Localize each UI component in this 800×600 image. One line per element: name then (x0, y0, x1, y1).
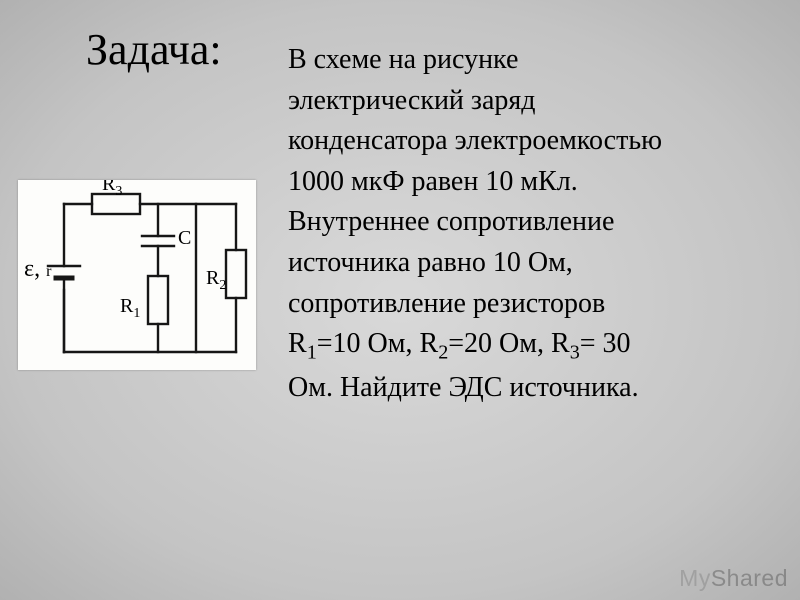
r2-label: R (420, 328, 439, 359)
svg-text:R1: R1 (120, 295, 140, 321)
problem-line: сопротивление резисторов (288, 288, 605, 319)
c-symbol: C (178, 227, 191, 249)
problem-line: Ом. Найдите ЭДС источника. (288, 372, 639, 403)
watermark: MyShared (679, 565, 788, 592)
r3-sub: 3 (570, 342, 580, 364)
problem-line: В схеме на рисунке (288, 44, 518, 75)
r1-symbol-sub: 1 (133, 306, 140, 321)
r1-val: =10 Ом, (317, 328, 420, 359)
r3-label: R (551, 328, 570, 359)
watermark-shared: Shared (711, 565, 788, 591)
r3-symbol-sub: 3 (115, 184, 122, 199)
page-title: Задача: (86, 24, 222, 75)
r2-sub: 2 (438, 342, 448, 364)
internal-r-symbol: r (46, 263, 52, 280)
svg-text:R2: R2 (206, 267, 226, 293)
r2-symbol: R (206, 267, 220, 289)
svg-text:R3: R3 (102, 180, 122, 199)
problem-line: 1000 мкФ равен 10 мКл. (288, 166, 578, 197)
r1-symbol: R (120, 295, 134, 317)
emf-symbol: ε, (24, 256, 40, 282)
problem-line: Внутреннее сопротивление (288, 206, 614, 237)
r2-symbol-sub: 2 (219, 278, 226, 293)
problem-text: В схеме на рисунке электрический заряд к… (288, 40, 768, 409)
watermark-my: My (679, 565, 711, 591)
r3-symbol: R (102, 180, 116, 195)
r1-label: R (288, 328, 307, 359)
problem-line: конденсатора электроемкостью (288, 125, 662, 156)
r2-val: =20 Ом, (448, 328, 551, 359)
svg-text:ε, r: ε, r (24, 256, 52, 282)
circuit-diagram: R3 C R2 R1 ε, r (18, 180, 256, 370)
r1-sub: 1 (307, 342, 317, 364)
problem-line: электрический заряд (288, 85, 536, 116)
r3-val: = 30 (580, 328, 631, 359)
problem-line: источника равно 10 Ом, (288, 247, 573, 278)
